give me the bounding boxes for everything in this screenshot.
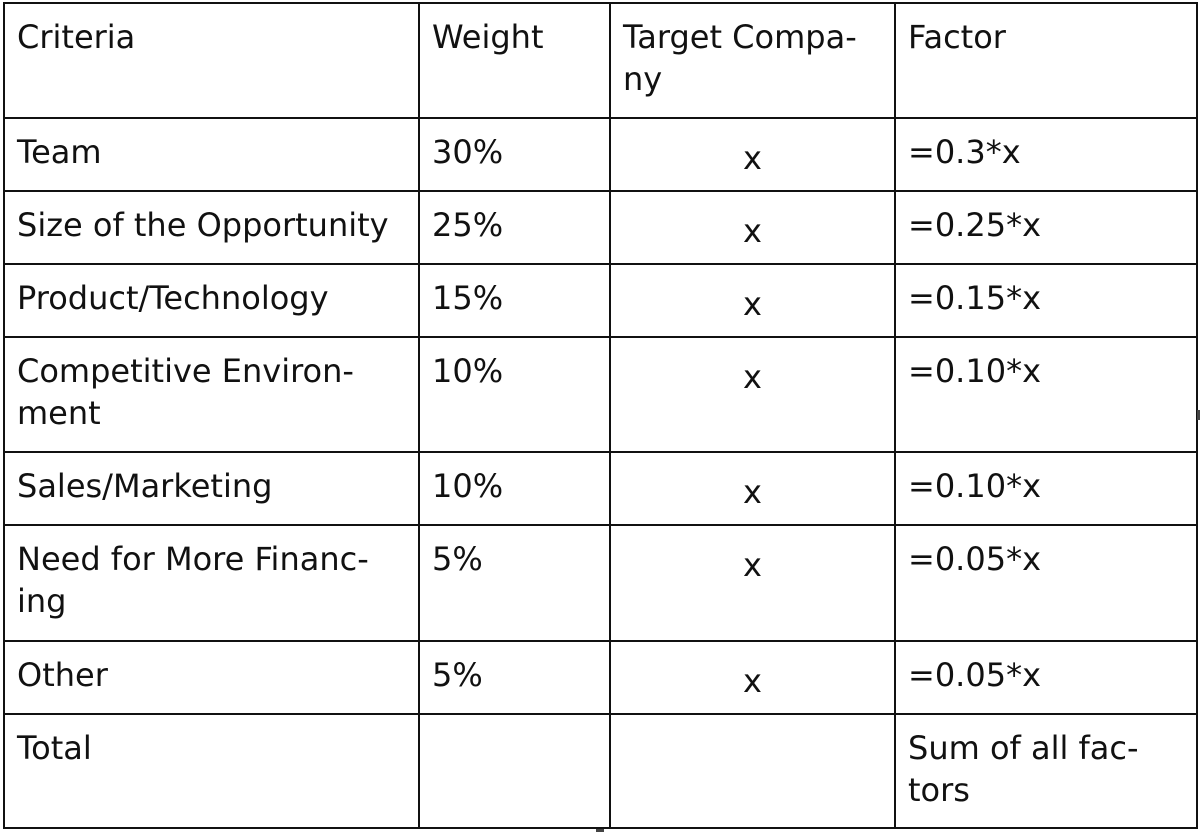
target-cell: x (609, 451, 896, 527)
table-row: Other 5% x =0.05*x (3, 639, 1198, 715)
factor-cell: =0.05*x (894, 639, 1198, 715)
factor-cell: =0.10*x (894, 336, 1198, 454)
criteria-cell: Need for More Financ- ing (3, 524, 420, 642)
table-row: Need for More Financ- ing 5% x =0.05*x (3, 524, 1198, 642)
weight-cell: 5% (418, 524, 611, 642)
table-row: Competitive Environ- ment 10% x =0.10*x (3, 336, 1198, 454)
target-cell: x (609, 336, 896, 454)
factor-cell: =0.05*x (894, 524, 1198, 642)
header-factor: Factor (894, 1, 1198, 120)
target-cell (609, 712, 896, 830)
criteria-cell: Product/Technology (3, 263, 420, 339)
table-header-row: Criteria Weight Target Compa- ny Factor (3, 1, 1198, 120)
table-row: Sales/Marketing 10% x =0.10*x (3, 451, 1198, 527)
factor-cell: =0.3*x (894, 117, 1198, 193)
table-resize-handle-bottom[interactable] (596, 829, 604, 832)
factor-cell: =0.25*x (894, 190, 1198, 266)
weight-cell: 30% (418, 117, 611, 193)
weight-cell: 5% (418, 639, 611, 715)
criteria-cell: Team (3, 117, 420, 193)
table-row: Size of the Opportunity 25% x =0.25*x (3, 190, 1198, 266)
weight-cell: 15% (418, 263, 611, 339)
criteria-cell: Competitive Environ- ment (3, 336, 420, 454)
target-cell: x (609, 524, 896, 642)
table-row: Product/Technology 15% x =0.15*x (3, 263, 1198, 339)
scorecard-table: Criteria Weight Target Compa- ny Factor … (3, 1, 1198, 830)
criteria-cell: Size of the Opportunity (3, 190, 420, 266)
target-cell: x (609, 190, 896, 266)
factor-cell: =0.10*x (894, 451, 1198, 527)
target-cell: x (609, 263, 896, 339)
header-criteria: Criteria (3, 1, 420, 120)
criteria-cell: Other (3, 639, 420, 715)
table-total-row: Total Sum of all fac- tors (3, 712, 1198, 830)
table-row: Team 30% x =0.3*x (3, 117, 1198, 193)
table-resize-handle-right[interactable] (1197, 410, 1200, 420)
target-cell: x (609, 117, 896, 193)
weight-cell: 25% (418, 190, 611, 266)
criteria-cell: Sales/Marketing (3, 451, 420, 527)
factor-cell: =0.15*x (894, 263, 1198, 339)
criteria-cell: Total (3, 712, 420, 830)
weight-cell: 10% (418, 451, 611, 527)
factor-cell: Sum of all fac- tors (894, 712, 1198, 830)
header-weight: Weight (418, 1, 611, 120)
weight-cell (418, 712, 611, 830)
header-target-company: Target Compa- ny (609, 1, 896, 120)
target-cell: x (609, 639, 896, 715)
weight-cell: 10% (418, 336, 611, 454)
